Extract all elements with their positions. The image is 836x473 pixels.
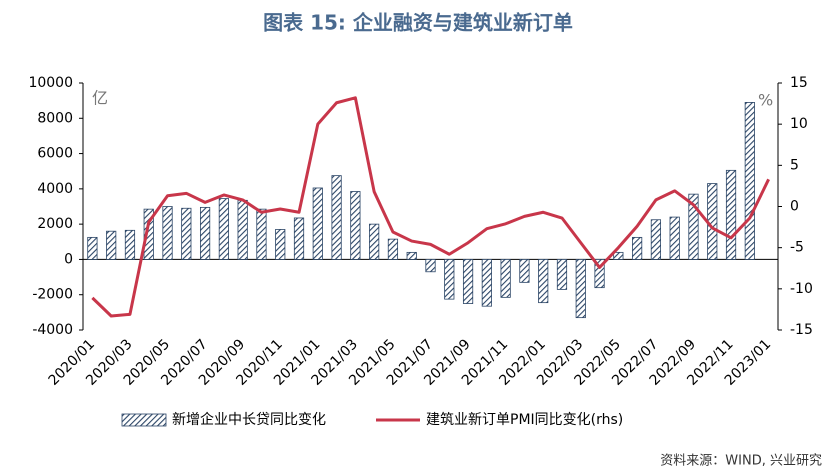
y-unit: 亿 <box>92 89 108 108</box>
bar <box>519 259 530 283</box>
y2-tick-label: 10 <box>790 116 808 132</box>
bar <box>725 169 737 260</box>
bar <box>444 259 455 300</box>
bar <box>594 259 605 289</box>
chart-title: 图表 15: 企业融资与建筑业新订单 <box>263 11 573 35</box>
bar <box>87 236 98 260</box>
y2-tick-label: -15 <box>790 322 813 338</box>
y-tick-label: 8000 <box>37 110 73 126</box>
bar <box>199 206 211 260</box>
bar <box>143 208 154 260</box>
bar <box>237 199 248 260</box>
y-tick-label: -4000 <box>32 322 73 338</box>
bar <box>425 259 436 273</box>
bar <box>688 193 699 260</box>
y-tick-label: 0 <box>64 251 73 267</box>
source: 资料来源：WIND, 兴业研究 <box>660 454 822 469</box>
bar <box>275 229 286 260</box>
y-tick-label: 4000 <box>37 181 73 197</box>
legend-swatch <box>121 413 167 427</box>
bar <box>500 259 511 298</box>
bar <box>744 102 755 260</box>
y2-tick-label: 5 <box>790 157 799 173</box>
bar <box>331 175 342 260</box>
bar <box>218 198 229 260</box>
bar <box>613 251 624 260</box>
bar <box>669 216 680 260</box>
y2-tick-label: 15 <box>790 75 808 91</box>
bar <box>124 229 136 260</box>
y2-tick-label: -10 <box>790 281 813 297</box>
y2-unit: % <box>758 91 773 110</box>
line <box>91 96 770 318</box>
bar <box>256 208 267 260</box>
y2-tick-label: 0 <box>790 199 799 215</box>
bar <box>406 251 417 260</box>
bar <box>350 191 361 260</box>
bar <box>650 219 662 260</box>
legend-label: 建筑业新订单PMI同比变化(rhs) <box>426 412 623 428</box>
bar <box>387 238 399 260</box>
bar <box>312 187 323 260</box>
bar <box>162 206 173 260</box>
bar <box>106 230 117 260</box>
y-tick-label: 6000 <box>37 146 73 162</box>
y-tick-label: 10000 <box>28 75 73 91</box>
bar <box>556 259 568 290</box>
bar <box>481 259 492 307</box>
bar <box>632 236 643 260</box>
bar <box>181 207 192 260</box>
bar <box>707 183 718 260</box>
y-tick-label: 2000 <box>37 216 73 232</box>
bar <box>538 259 549 304</box>
bar <box>575 259 586 319</box>
y-tick-label: -2000 <box>32 287 73 303</box>
y2-tick-label: -5 <box>790 240 804 256</box>
bar <box>462 259 474 304</box>
legend-label: 新增企业中长贷同比变化 <box>172 411 326 428</box>
bar <box>369 223 380 260</box>
bar <box>293 217 305 260</box>
